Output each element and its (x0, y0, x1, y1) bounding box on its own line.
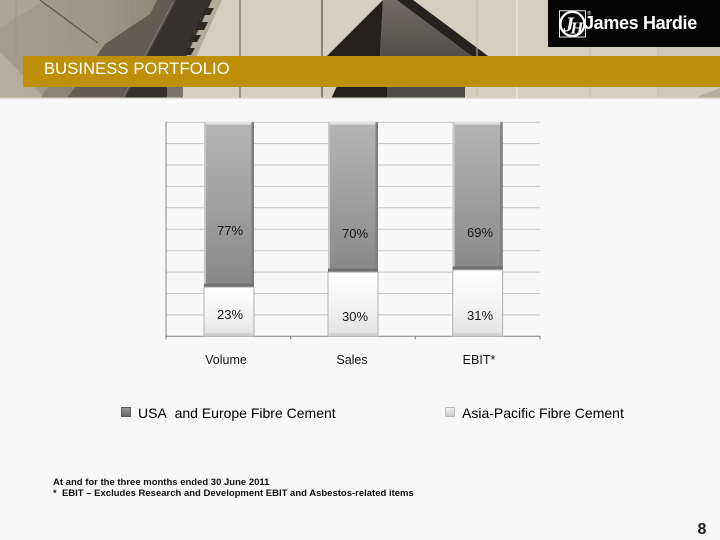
svg-text:H: H (570, 19, 585, 38)
svg-text:J: J (563, 13, 576, 37)
svg-text:®: ® (587, 10, 591, 17)
